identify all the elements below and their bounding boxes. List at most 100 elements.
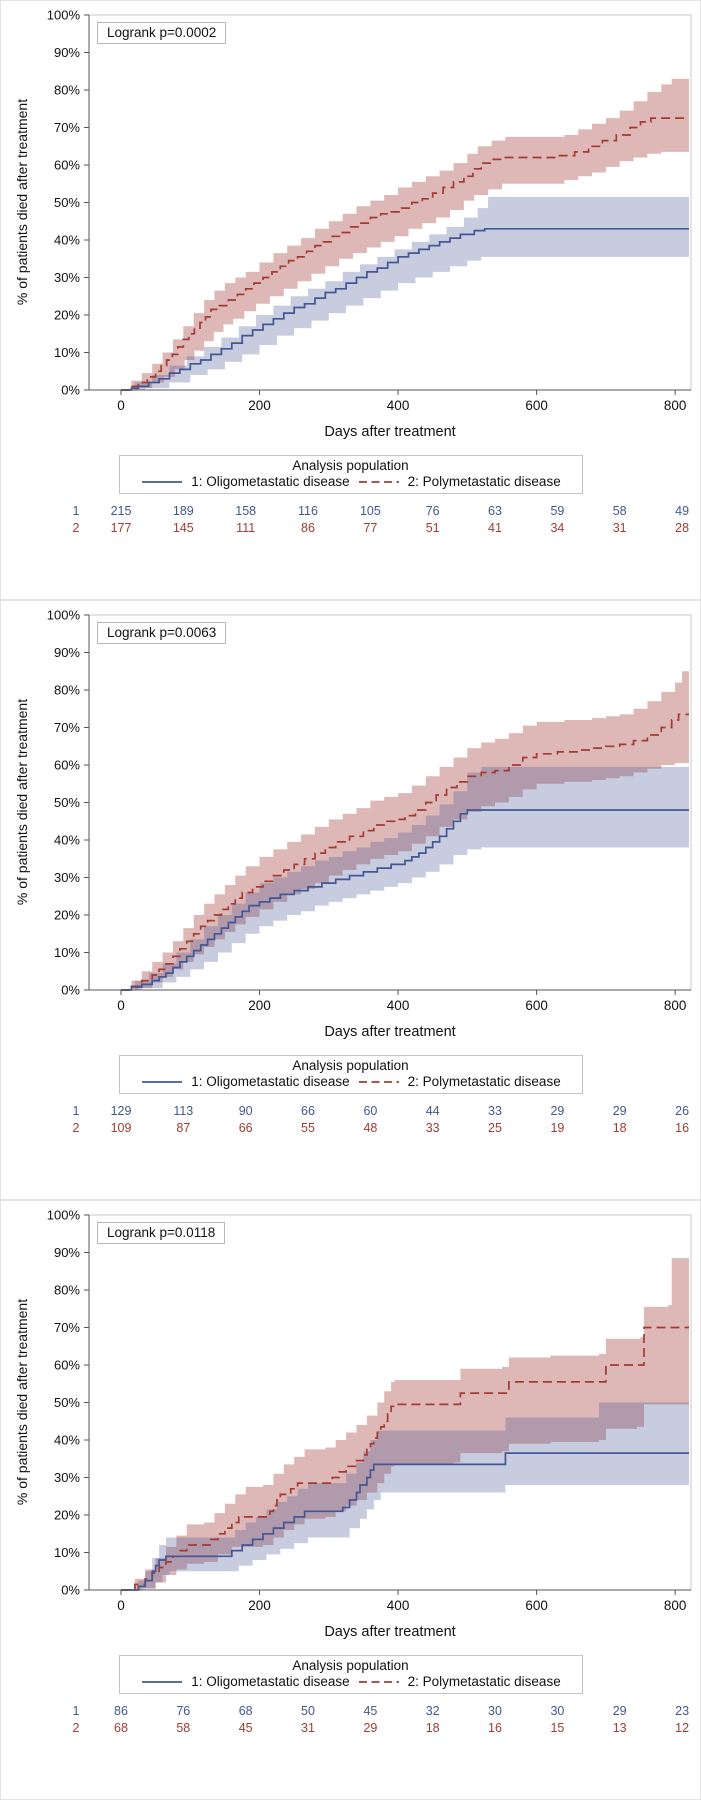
x-tick-label: 200 <box>248 398 271 413</box>
legend-box: Analysis population 1: Oligometastatic d… <box>118 1655 583 1694</box>
legend-entries: 1: Oligometastatic disease 2: Polymetast… <box>120 1674 582 1689</box>
y-tick-label: 50% <box>54 1395 80 1410</box>
y-tick-label: 100% <box>47 1208 81 1223</box>
y-tick-label: 90% <box>54 1245 80 1260</box>
ci-band-group1 <box>121 196 689 390</box>
risk-row-1-label: 1 <box>72 504 80 518</box>
red-dashed-line-icon <box>358 1080 399 1083</box>
risk-count: 105 <box>359 504 381 518</box>
risk-count: 111 <box>236 521 256 535</box>
legend-entry-1-label: 1: Oligometastatic disease <box>191 1074 350 1089</box>
y-tick-label: 30% <box>54 870 80 885</box>
legend-entry-1-label: 1: Oligometastatic disease <box>191 1674 350 1689</box>
ci-band-group2 <box>121 671 689 990</box>
km-curve-polymetastatic <box>121 1326 689 1591</box>
risk-count: 158 <box>235 504 257 518</box>
km-curve-oligometastatic <box>121 1452 689 1591</box>
risk-count: 29 <box>363 1721 378 1735</box>
ci-band-group2 <box>121 78 689 391</box>
x-tick-label: 800 <box>664 398 687 413</box>
legend-box: Analysis population 1: Oligometastatic d… <box>118 455 583 494</box>
logrank-badge: Logrank p=0.0002 <box>97 22 227 44</box>
y-tick-label: 10% <box>54 945 80 960</box>
risk-count: 66 <box>301 1104 315 1118</box>
blue-solid-line-icon <box>142 480 183 483</box>
risk-count: 12 <box>675 1721 690 1735</box>
risk-count: 177 <box>110 521 132 535</box>
legend-entry-2-label: 2: Polymetastatic disease <box>407 474 561 489</box>
risk-count: 55 <box>301 1121 315 1135</box>
at-risk-table: 1 129 113 90 66 60 44 33 29 29 26 2 109 87 66 55 48 33 25 1… <box>1 1103 700 1145</box>
y-tick-label: 20% <box>54 908 80 923</box>
risk-row-2-label: 2 <box>72 1121 80 1135</box>
risk-count: 30 <box>488 1704 502 1718</box>
x-axis-title: Days after treatment <box>324 424 456 440</box>
x-tick-label: 600 <box>525 998 548 1013</box>
logrank-badge: Logrank p=0.0063 <box>97 622 227 644</box>
x-tick-label: 0 <box>117 1598 125 1613</box>
risk-count: 68 <box>238 1704 253 1718</box>
risk-count: 86 <box>114 1704 128 1718</box>
x-tick-label: 400 <box>387 398 410 413</box>
risk-count: 145 <box>172 521 194 535</box>
risk-count: 26 <box>675 1104 690 1118</box>
y-tick-label: 80% <box>54 683 80 698</box>
y-axis-title: % of patients died after treatment <box>14 98 30 306</box>
km-chart-1: 0% 10% 20% 30% 40% 50% 60% 70% 80% 90% 100% 0 200 400… <box>1 1 701 453</box>
legend-entries: 1: Oligometastatic disease 2: Polymetast… <box>120 1074 582 1089</box>
risk-count: 34 <box>550 521 565 535</box>
at-risk-table: 1 215 189 158 116 105 76 63 59 58 49 2 177 145 111 86 77… <box>1 503 700 545</box>
risk-count: 66 <box>238 1121 253 1135</box>
risk-count: 33 <box>425 1121 440 1135</box>
risk-row-2-label: 2 <box>72 521 80 535</box>
legend-title: Analysis population <box>292 1058 409 1073</box>
risk-count: 59 <box>550 504 565 518</box>
y-tick-label: 20% <box>54 308 80 323</box>
y-tick-label: 0% <box>61 1583 80 1598</box>
y-tick-label: 80% <box>54 83 80 98</box>
risk-count: 31 <box>612 521 627 535</box>
y-tick-label: 0% <box>61 383 80 398</box>
y-tick-label: 60% <box>54 158 80 173</box>
risk-count: 49 <box>675 504 690 518</box>
x-tick-label: 600 <box>525 1598 548 1613</box>
x-axis-title: Days after treatment <box>324 1624 456 1640</box>
y-tick-label: 100% <box>47 8 81 23</box>
risk-count: 68 <box>114 1721 128 1735</box>
risk-count: 116 <box>298 504 318 518</box>
risk-count: 45 <box>363 1704 378 1718</box>
risk-count: 28 <box>675 521 690 535</box>
risk-count: 29 <box>550 1104 565 1118</box>
x-tick-label: 200 <box>248 998 271 1013</box>
y-tick-label: 80% <box>54 1283 80 1298</box>
blue-solid-line-icon <box>142 1680 183 1683</box>
risk-count: 45 <box>238 1721 253 1735</box>
y-tick-label: 10% <box>54 345 80 360</box>
blue-solid-line-icon <box>142 1080 183 1083</box>
y-tick-label: 90% <box>54 45 80 60</box>
risk-count: 58 <box>176 1721 191 1735</box>
risk-count: 16 <box>488 1721 502 1735</box>
red-dashed-line-icon <box>358 480 399 483</box>
y-tick-label: 40% <box>54 833 80 848</box>
km-chart-canvas-1: 0% 10% 20% 30% 40% 50% 60% 70% 80% 90% 100% 0 200 400… <box>47 8 692 413</box>
risk-count: 109 <box>110 1121 132 1135</box>
risk-count: 76 <box>425 504 440 518</box>
legend-entries: 1: Oligometastatic disease 2: Polymetast… <box>120 474 582 489</box>
risk-count: 90 <box>238 1104 253 1118</box>
y-tick-label: 50% <box>54 795 80 810</box>
y-axis-title: % of patients died after treatment <box>14 1298 30 1506</box>
y-tick-label: 100% <box>47 608 81 623</box>
y-tick-label: 0% <box>61 983 80 998</box>
risk-count: 19 <box>550 1121 565 1135</box>
risk-count: 77 <box>363 521 378 535</box>
km-chart-canvas-2: 0% 10% 20% 30% 40% 50% 60% 70% 80% 90% 100% 0 200 400… <box>47 608 692 1013</box>
y-tick-label: 70% <box>54 1320 80 1335</box>
risk-count: 13 <box>612 1721 627 1735</box>
km-chart-3: 0% 10% 20% 30% 40% 50% 60% 70% 80% 90% 100% 0 200 400… <box>1 1201 701 1653</box>
legend-entry-2-label: 2: Polymetastatic disease <box>407 1074 561 1089</box>
km-curve-oligometastatic <box>121 809 689 991</box>
x-tick-label: 800 <box>664 1598 687 1613</box>
y-tick-label: 70% <box>54 120 80 135</box>
risk-count: 25 <box>488 1121 502 1135</box>
